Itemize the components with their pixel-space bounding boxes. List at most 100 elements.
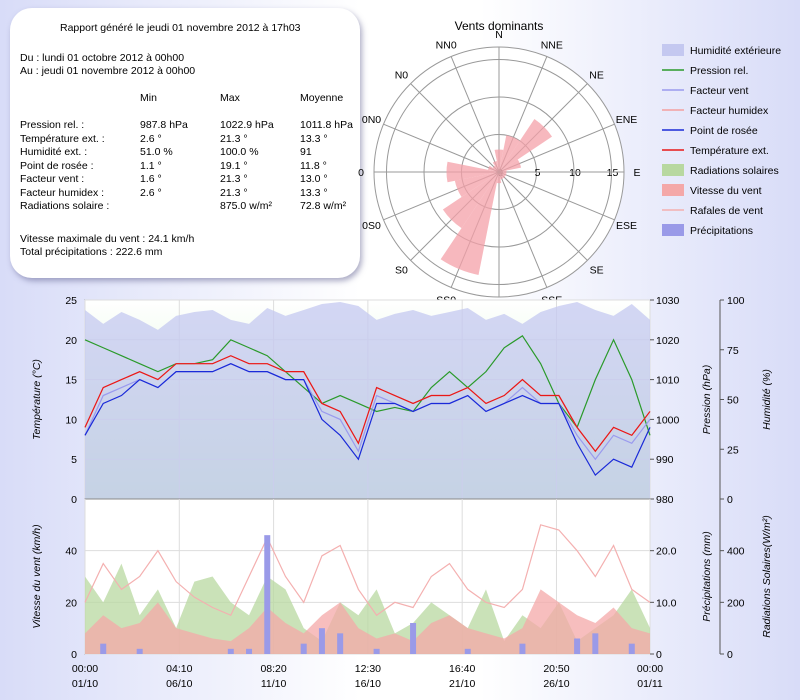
report-cell: 1.1 ° xyxy=(140,159,162,172)
report-cell: Point de rosée : xyxy=(20,159,94,172)
x-tick-label: 00:00 xyxy=(72,663,98,675)
y2-axis-title: Pression (hPa) xyxy=(701,365,713,434)
report-total-rain: Total précipitations : 222.6 mm xyxy=(20,246,163,258)
y3-tick-label: 0 xyxy=(727,649,733,661)
rose-spoke xyxy=(383,123,500,173)
report-cell: 13.0 ° xyxy=(300,173,328,185)
report-cell: 987.8 hPa xyxy=(140,119,188,131)
x-tick-label: 12:30 xyxy=(355,663,381,675)
y-tick-label: 25 xyxy=(65,295,77,307)
report-panel: Rapport généré le jeudi 01 novembre 2012… xyxy=(10,8,360,278)
x-tick-date: 26/10 xyxy=(543,678,569,690)
rose-sector xyxy=(499,135,520,172)
report-cell: 51.0 % xyxy=(140,146,173,158)
report-cell: 13.3 ° xyxy=(300,186,328,199)
precip-bar xyxy=(264,535,271,654)
y-tick-label: 0 xyxy=(71,649,77,661)
legend-label: Température ext. xyxy=(690,145,769,157)
rose-tick-label: 15 xyxy=(607,167,619,179)
report-cell: Facteur humidex : xyxy=(20,186,105,199)
report-cell: 100.0 % xyxy=(220,146,259,158)
report-to: Au : jeudi 01 novembre 2012 à 00h00 xyxy=(20,65,196,77)
area-series xyxy=(85,301,650,499)
rose-spoke xyxy=(498,171,548,288)
rose-direction: ENE xyxy=(616,114,638,126)
precip-bar xyxy=(628,643,635,654)
y-axis-title: Vitesse du vent (km/h) xyxy=(31,524,43,628)
x-tick-label: 20:50 xyxy=(543,663,569,675)
rose-direction: 0S0 xyxy=(362,220,381,232)
precip-bar xyxy=(592,633,599,654)
report-cell: 91 xyxy=(300,146,312,158)
rose-sector xyxy=(454,172,499,198)
x-tick-date: 06/10 xyxy=(166,678,192,690)
rose-spoke xyxy=(410,83,500,173)
report-title: Rapport généré le jeudi 01 novembre 2012… xyxy=(60,22,301,34)
line-series xyxy=(84,524,651,617)
rose-direction: SE xyxy=(590,265,604,277)
y2-tick-label: 1000 xyxy=(656,414,680,426)
y2-tick-label: 20.0 xyxy=(656,546,677,558)
x-tick-date: 01/11 xyxy=(637,678,663,690)
report-cell: 1022.9 hPa xyxy=(220,119,274,131)
area-series xyxy=(85,589,650,654)
precip-bar xyxy=(519,643,526,654)
y3-tick-label: 100 xyxy=(727,295,745,307)
rose-tick-label: 10 xyxy=(569,167,581,179)
line-series xyxy=(84,363,651,477)
report-cell: 11.8 ° xyxy=(300,159,327,172)
legend-label: Facteur vent xyxy=(690,85,748,97)
legend-label: Humidité extérieure xyxy=(690,45,781,57)
precip-bar xyxy=(574,638,581,654)
rose-sector xyxy=(446,161,499,183)
y3-tick-label: 0 xyxy=(727,494,733,506)
rose-sector xyxy=(494,149,504,172)
rose-direction: 0 xyxy=(358,167,364,179)
report-cell: 13.3 ° xyxy=(300,132,328,145)
rose-sector xyxy=(499,118,553,172)
precip-bar xyxy=(246,648,253,654)
rose-spoke xyxy=(498,171,588,261)
precip-bar xyxy=(136,648,143,654)
report-cell: 21.3 ° xyxy=(220,132,248,145)
column-header: Moyenne xyxy=(300,92,344,104)
report-cell: Radiations solaire : xyxy=(20,200,110,212)
y2-tick-label: 980 xyxy=(656,494,674,506)
y3-tick-label: 75 xyxy=(727,345,739,357)
y-tick-label: 40 xyxy=(65,546,77,558)
legend-swatch xyxy=(662,224,684,236)
legend-label: Point de rosée xyxy=(690,125,758,137)
rose-sector xyxy=(499,172,504,180)
rose-title: Vents dominants xyxy=(455,19,544,33)
y-axis-title: Température (°C) xyxy=(31,359,43,440)
rose-direction: S0 xyxy=(395,265,408,277)
y3-tick-label: 25 xyxy=(727,444,739,456)
rose-tick-label: 5 xyxy=(535,167,541,179)
rose-sector xyxy=(492,160,499,172)
legend-swatch xyxy=(662,44,684,56)
rose-sector xyxy=(499,159,522,172)
report-cell: 72.8 w/m² xyxy=(300,200,347,212)
column-header: Max xyxy=(220,92,240,104)
x-tick-label: 16:40 xyxy=(449,663,475,675)
report-cell: 21.3 ° xyxy=(220,173,248,185)
y2-tick-label: 1010 xyxy=(656,375,680,387)
y3-tick-label: 200 xyxy=(727,597,745,609)
area-series xyxy=(85,563,650,654)
y2-tick-label: 990 xyxy=(656,454,674,466)
y-tick-label: 20 xyxy=(65,597,77,609)
rose-sector xyxy=(499,170,507,174)
line-series xyxy=(84,355,651,453)
y3-tick-label: 400 xyxy=(727,546,745,558)
rose-direction: ESE xyxy=(616,220,637,232)
report-cell: 2.6 ° xyxy=(140,132,162,145)
rose-sector xyxy=(496,172,502,184)
legend-label: Précipitations xyxy=(690,225,753,237)
precip-bar xyxy=(464,648,471,654)
y-tick-label: 15 xyxy=(65,375,77,387)
x-tick-label: 04:10 xyxy=(166,663,192,675)
report-from: Du : lundi 01 octobre 2012 à 00h00 xyxy=(20,52,185,64)
y2-tick-label: 10.0 xyxy=(656,597,677,609)
